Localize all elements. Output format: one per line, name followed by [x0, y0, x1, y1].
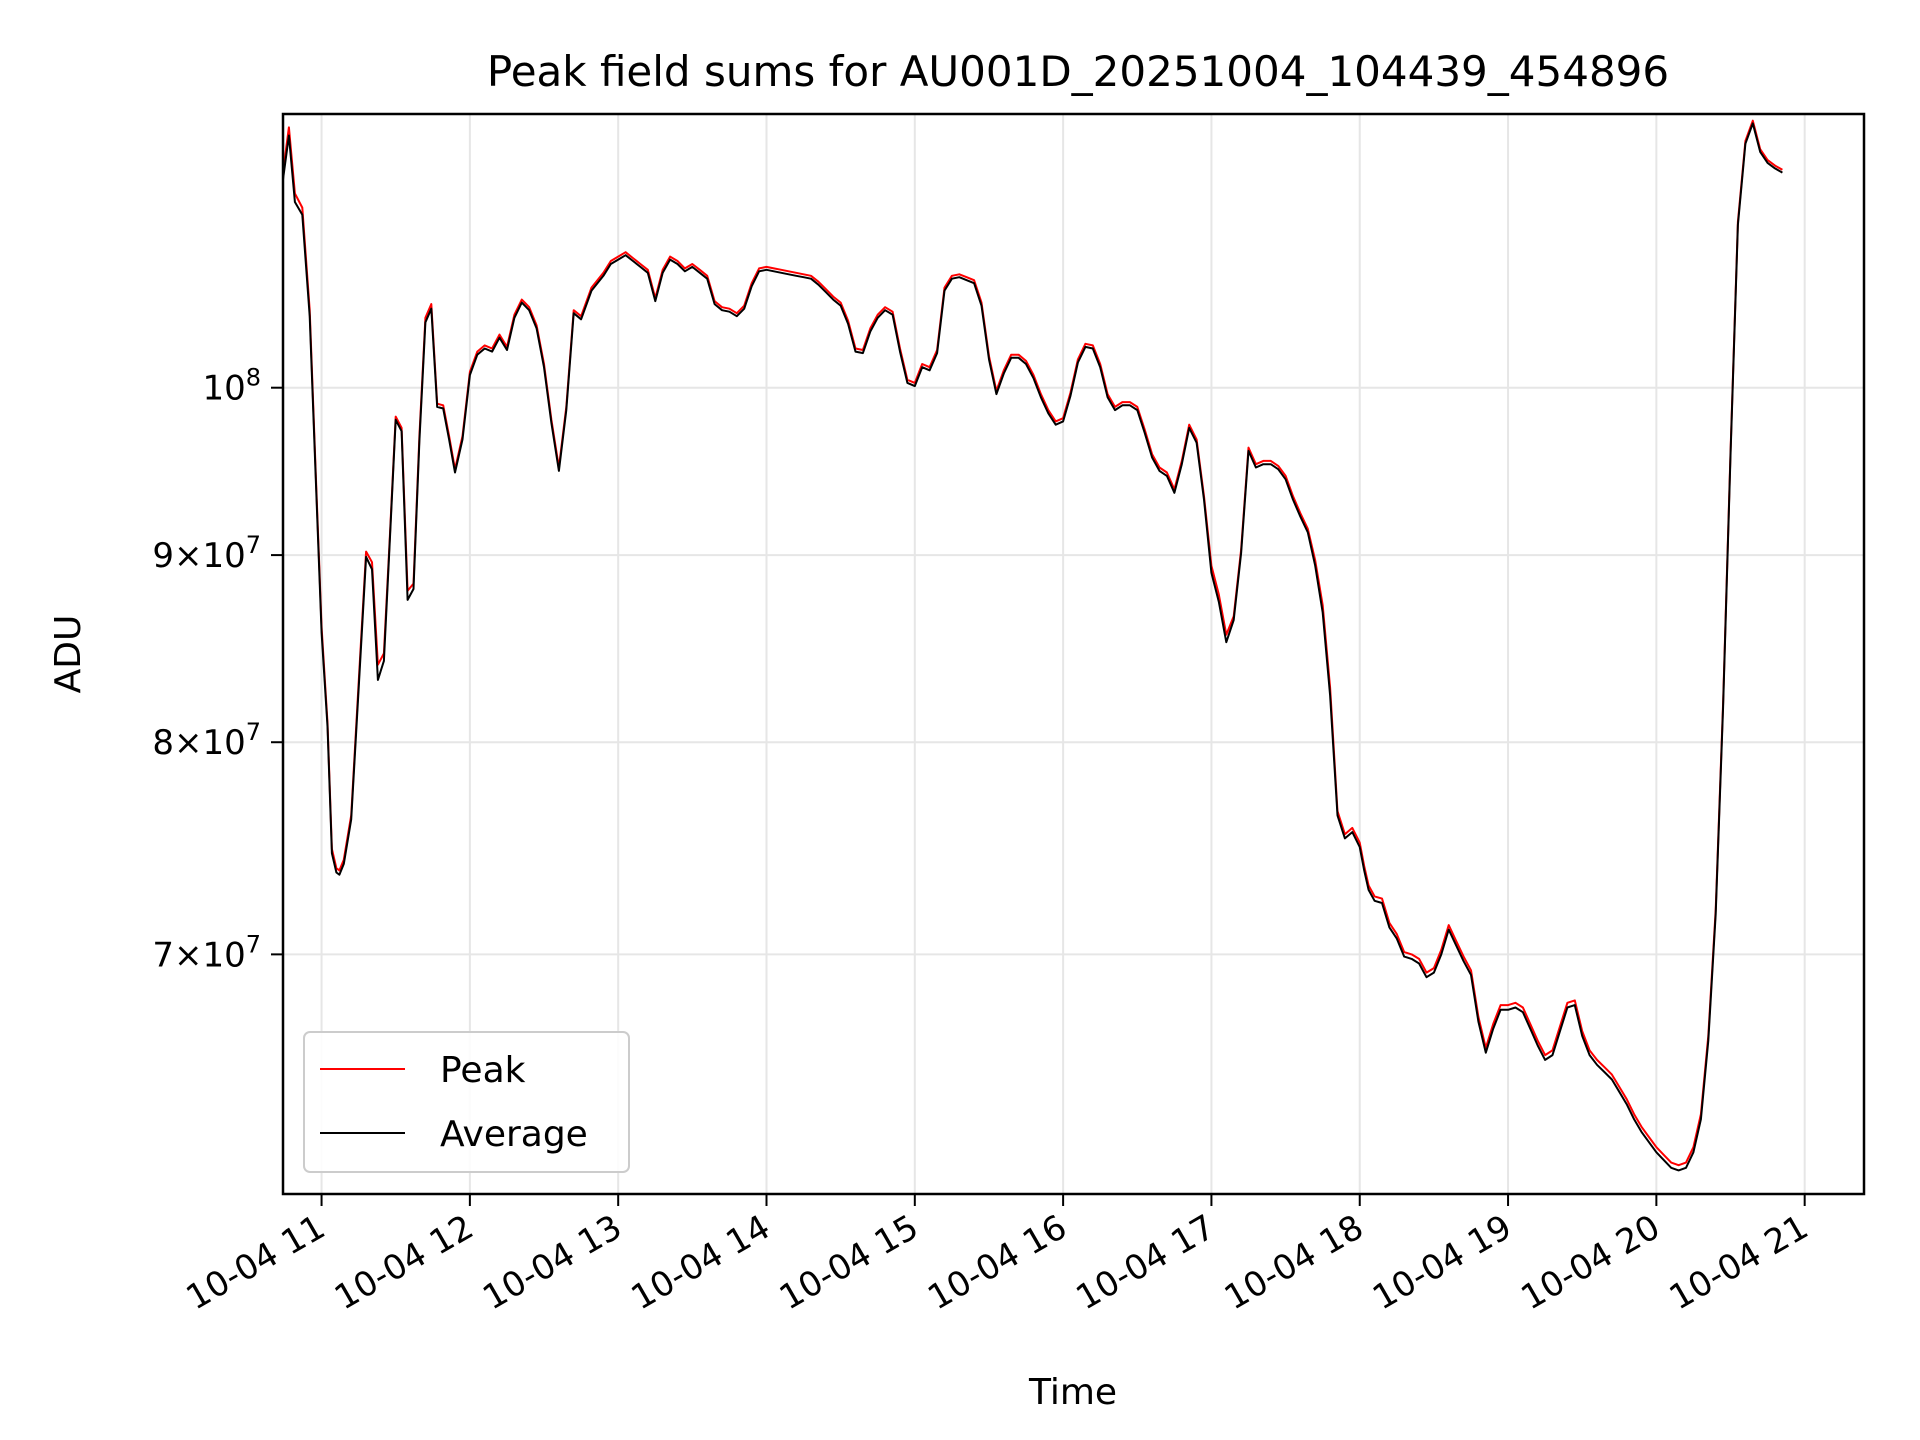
- y-axis-label: ADU: [48, 615, 89, 694]
- y-tick-label: 8×107: [152, 718, 261, 763]
- y-tick-label: 7×107: [152, 930, 261, 975]
- grid: [283, 114, 1864, 1194]
- y-tick-label: 9×107: [152, 531, 261, 576]
- legend-average-label: Average: [440, 1114, 588, 1155]
- y-tick-label: 108: [202, 364, 261, 409]
- series-line-peak: [282, 119, 1783, 1167]
- legend: Peak Average: [303, 1031, 630, 1173]
- chart-title: Peak field sums for AU001D_20251004_1044…: [487, 47, 1669, 96]
- legend-box: [303, 1031, 630, 1173]
- x-axis-label: Time: [1028, 1372, 1117, 1413]
- series-lines: [282, 119, 1783, 1172]
- plot-frame: [281, 112, 1866, 1196]
- series-line-average: [282, 122, 1783, 1172]
- legend-peak-label: Peak: [440, 1050, 526, 1091]
